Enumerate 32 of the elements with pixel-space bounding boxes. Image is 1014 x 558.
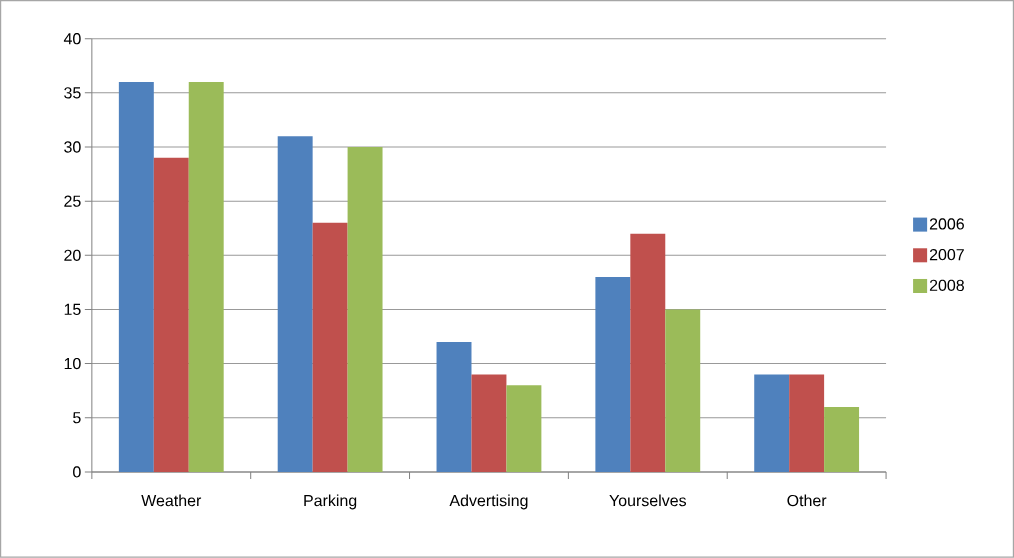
y-tick-label: 30	[64, 141, 81, 153]
y-tick-label: 25	[64, 195, 81, 207]
bar	[754, 374, 790, 473]
y-tick-label: 10	[64, 358, 81, 370]
bar	[188, 82, 224, 473]
bar	[595, 277, 631, 473]
bar	[436, 342, 472, 473]
bar	[471, 374, 507, 473]
bar	[118, 82, 154, 473]
y-tick-label: 20	[64, 249, 81, 262]
bar	[630, 233, 666, 473]
bar	[824, 407, 860, 473]
bar	[347, 147, 383, 473]
y-tick-label: 40	[63, 33, 81, 45]
x-tick-label: Parking	[304, 494, 357, 510]
bar	[312, 222, 348, 473]
y-tick-label: 35	[64, 87, 81, 99]
x-tick-label: Advertising	[449, 494, 528, 510]
x-tick-label: Other	[787, 494, 827, 507]
x-tick-label: Yourselves	[609, 494, 687, 507]
bar	[665, 309, 701, 473]
y-tick-label: 15	[64, 303, 81, 316]
legend-label: 2008	[929, 279, 964, 292]
legend-label: 2006	[929, 218, 964, 230]
bar	[153, 157, 189, 473]
y-tick-label: 0	[73, 466, 81, 478]
x-tick-label: Weather	[141, 494, 202, 507]
bar	[277, 136, 313, 473]
bar	[789, 374, 825, 473]
bar	[506, 385, 542, 473]
y-tick-label: 5	[73, 412, 81, 424]
legend-label: 2007	[929, 249, 964, 261]
